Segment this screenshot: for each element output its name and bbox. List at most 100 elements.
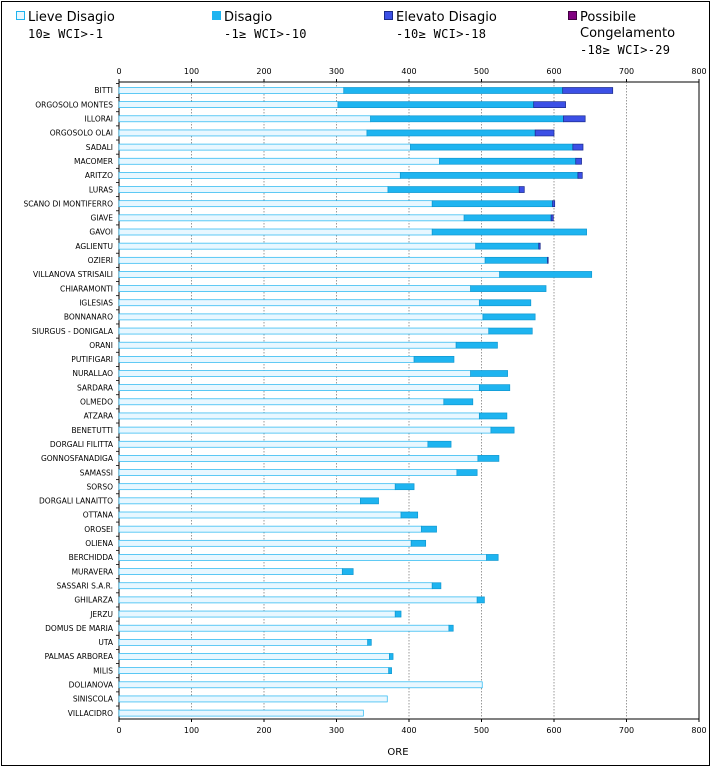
x-tick-label-top: 200: [256, 67, 271, 76]
bar-segment-lieve-disagio: [118, 370, 471, 377]
bar-segment-disagio: [389, 653, 394, 660]
bar-segment-disagio: [478, 412, 508, 420]
bar-segment-disagio: [413, 356, 455, 363]
bar-segment-lieve-disagio: [118, 709, 364, 717]
bar-segment-elevato-disagio: [533, 101, 566, 109]
category-label: DOLIANOVA: [69, 681, 114, 690]
category-label: LURAS: [89, 185, 113, 194]
bar-segment-elevato-disagio: [547, 256, 549, 264]
x-tick-label-bottom: 800: [691, 726, 706, 735]
category-label: SASSARI S.A.R.: [57, 581, 113, 590]
legend-label: Disagio: [224, 10, 273, 25]
bar-segment-disagio: [343, 87, 564, 94]
bar-segment-elevato-disagio: [538, 242, 541, 250]
category-label: GAVOI: [89, 228, 113, 237]
x-tick-label-top: 100: [184, 67, 199, 76]
x-tick-label-bottom: 600: [546, 726, 561, 735]
category-label: SIURGUS - DONIGALA: [32, 327, 114, 336]
x-tick-label-top: 500: [474, 67, 489, 76]
legend-swatch-disagio: [212, 11, 221, 20]
bar-segment-disagio: [360, 497, 379, 505]
legend-item-elevato-disagio: Elevato Disagio -10≥ WCI>-18: [384, 10, 497, 42]
bar-segment-lieve-disagio: [118, 398, 445, 406]
legend-swatch-lieve-disagio: [16, 11, 25, 20]
category-label: SARDARA: [77, 383, 114, 392]
bar-segment-lieve-disagio: [118, 172, 401, 179]
legend-item-possibile-congelamento: Possibile Congelamento -18≥ WCI>-29: [568, 10, 675, 58]
category-label: ATZARA: [84, 412, 114, 421]
category-label: BERCHIDDA: [69, 553, 114, 562]
legend-swatch-elevato-disagio: [384, 11, 393, 20]
bar-segment-disagio: [455, 341, 498, 349]
bar-segment-disagio: [410, 143, 574, 151]
category-label: DOMUS DE MARIA: [45, 624, 114, 633]
bar-segment-disagio: [431, 200, 553, 208]
bar-segment-lieve-disagio: [118, 384, 480, 391]
bar-segment-lieve-disagio: [118, 653, 390, 660]
bar-segment-elevato-disagio: [550, 214, 554, 222]
x-ticks-bottom: 0 100 200 300 400 500 600 700 800: [116, 719, 707, 735]
bar-segment-disagio: [431, 582, 442, 590]
bar-segment-lieve-disagio: [118, 667, 390, 675]
category-label: ILLORAI: [85, 115, 113, 124]
bar-segment-lieve-disagio: [118, 539, 412, 547]
legend-item-lieve-disagio: Lieve Disagio 10≥ WCI>-1: [16, 10, 115, 42]
legend-item-disagio: Disagio -1≥ WCI>-10: [212, 10, 307, 42]
bar-segment-disagio: [470, 370, 508, 377]
legend-range: 10≥ WCI>-1: [28, 27, 104, 41]
bar-segment-lieve-disagio: [118, 87, 345, 94]
bar-segment-disagio: [448, 624, 454, 632]
x-tick-label-bottom: 200: [256, 726, 271, 735]
bar-segment-lieve-disagio: [118, 483, 396, 491]
category-label: SORSO: [86, 482, 113, 491]
bars: [118, 87, 614, 717]
bar-segment-lieve-disagio: [118, 242, 477, 250]
category-label: UTA: [98, 638, 113, 647]
x-ticks-top: 0 100 200 300 400 500 600 700 800: [116, 67, 707, 82]
x-tick-label-bottom: 100: [184, 726, 199, 735]
bar-segment-lieve-disagio: [118, 596, 478, 604]
legend-swatch-possibile-congelamento: [568, 11, 577, 20]
category-label: GHILARZA: [74, 596, 113, 605]
bar-segment-lieve-disagio: [118, 525, 422, 533]
bar-segment-disagio: [370, 115, 564, 123]
bar-segment-disagio: [463, 214, 552, 222]
category-label: OROSEI: [84, 525, 113, 534]
bar-segment-lieve-disagio: [118, 568, 343, 575]
bar-segment-elevato-disagio: [572, 143, 584, 151]
category-label: BONNANARO: [64, 313, 113, 322]
bar-segment-disagio: [394, 483, 415, 491]
category-label: SCANO DI MONTIFERRO: [23, 199, 113, 208]
bar-segment-elevato-disagio: [552, 200, 556, 208]
category-label: MURAVERA: [72, 567, 114, 576]
category-label: VILLACIDRO: [68, 709, 113, 718]
category-label: JERZU: [89, 610, 113, 619]
bar-segment-lieve-disagio: [118, 440, 429, 448]
bar-segment-lieve-disagio: [118, 271, 500, 278]
bar-segment-lieve-disagio: [118, 554, 487, 561]
legend-range: -18≥ WCI>-29: [580, 43, 671, 57]
bar-segment-lieve-disagio: [118, 638, 369, 646]
x-tick-label-top: 0: [116, 67, 121, 76]
category-label: GIAVE: [90, 214, 113, 223]
category-label: GONNOSFANADIGA: [41, 454, 114, 463]
category-label: VILLANOVA STRISAILI: [33, 270, 113, 279]
category-label: OLIENA: [85, 539, 114, 548]
bar-segment-lieve-disagio: [118, 582, 433, 590]
x-tick-label-top: 700: [619, 67, 634, 76]
bar-segment-lieve-disagio: [118, 426, 492, 434]
bar-segment-disagio: [478, 384, 511, 391]
bar-segment-lieve-disagio: [118, 214, 465, 222]
bar-segment-lieve-disagio: [118, 610, 396, 618]
x-tick-label-top: 600: [546, 67, 561, 76]
bar-segment-lieve-disagio: [118, 256, 486, 264]
bar-segment-disagio: [420, 525, 437, 533]
bar-segment-lieve-disagio: [118, 101, 339, 109]
bar-segment-lieve-disagio: [118, 412, 480, 420]
bar-segment-lieve-disagio: [118, 469, 458, 476]
bar-segment-lieve-disagio: [118, 200, 433, 208]
bar-segment-lieve-disagio: [118, 327, 490, 335]
bar-segment-lieve-disagio: [118, 695, 388, 703]
